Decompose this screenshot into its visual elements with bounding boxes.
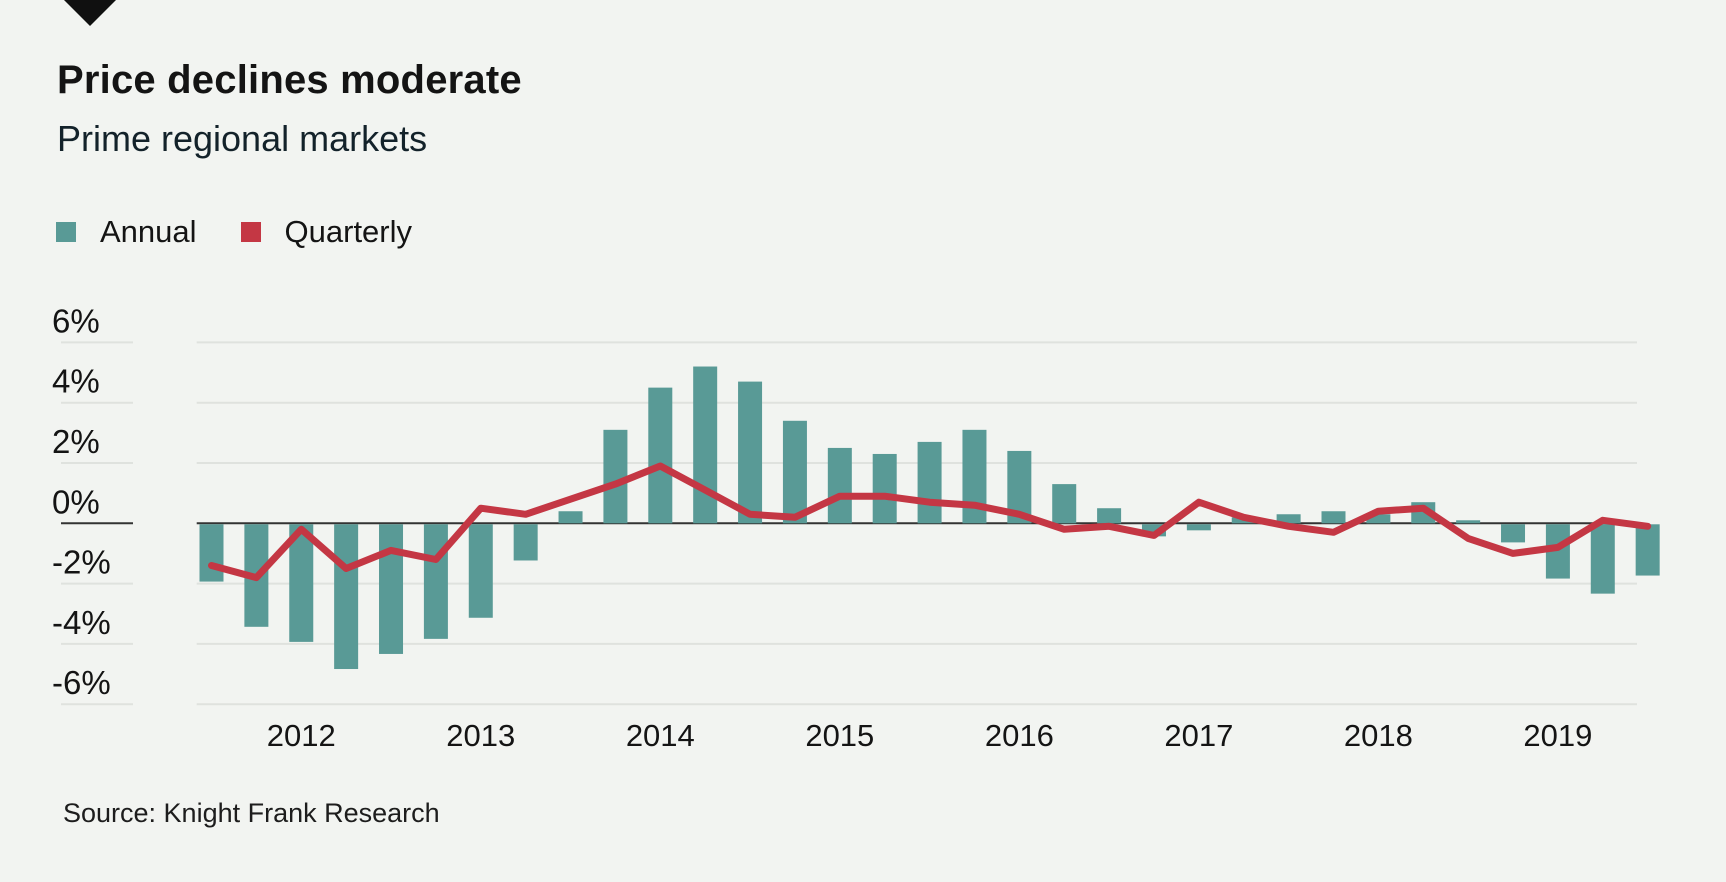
legend-item-quarterly: Quarterly [240,214,413,250]
x-tick-label: 2013 [446,718,515,753]
bar-annual [1097,508,1122,524]
bar-annual [1590,524,1615,594]
y-tick-label: -2% [52,544,111,581]
bar-annual [603,429,628,524]
chart-title: Price declines moderate [57,58,522,102]
x-tick-label: 2017 [1164,718,1233,753]
bar-annual [423,524,448,639]
quarterly-swatch-icon [240,222,261,242]
bar-annual [1186,524,1211,531]
bar-annual [1501,524,1526,543]
bar-annual [513,524,538,561]
legend-label-quarterly: Quarterly [284,214,413,249]
bar-annual [1276,514,1301,524]
chart-subtitle: Prime regional markets [57,118,428,159]
bar-annual [917,441,942,524]
bar-annual [827,447,852,524]
bar-annual [1366,514,1391,524]
bar-annual [872,453,897,524]
x-tick-label: 2012 [267,718,336,753]
annual-swatch-icon [56,222,76,242]
bar-annual [558,511,583,524]
bar-annual [1456,520,1481,524]
x-tick-label: 2015 [805,718,874,753]
legend: Annual Quarterly [56,214,412,250]
y-tick-label: -4% [52,604,111,641]
x-tick-label: 2016 [985,718,1054,753]
bar-annual [289,524,314,642]
bar-annual [648,387,673,524]
y-tick-label: 2% [52,423,100,460]
bar-annual [468,524,493,618]
bar-annual [782,420,807,524]
bar-annual [199,524,224,582]
source-note: Source: Knight Frank Research [63,798,440,828]
quarterly-line [208,462,1652,582]
bar-annual [1321,511,1346,524]
bar-annual [379,524,404,654]
y-tick-label: 6% [52,302,100,339]
legend-item-annual: Annual [56,214,197,250]
bar-annual [1635,524,1660,576]
bar-annual [334,524,359,670]
y-tick-label: 0% [52,483,100,520]
bar-annual [1052,484,1077,524]
down-triangle-icon [64,0,116,26]
legend-label-annual: Annual [100,214,197,249]
y-tick-label: -6% [52,664,111,701]
x-tick-label: 2014 [626,718,695,753]
x-tick-label: 2019 [1523,718,1592,753]
bar-annual [693,366,718,524]
y-tick-label: 4% [52,363,100,400]
bar-annual [738,381,763,524]
x-tick-label: 2018 [1344,718,1413,753]
